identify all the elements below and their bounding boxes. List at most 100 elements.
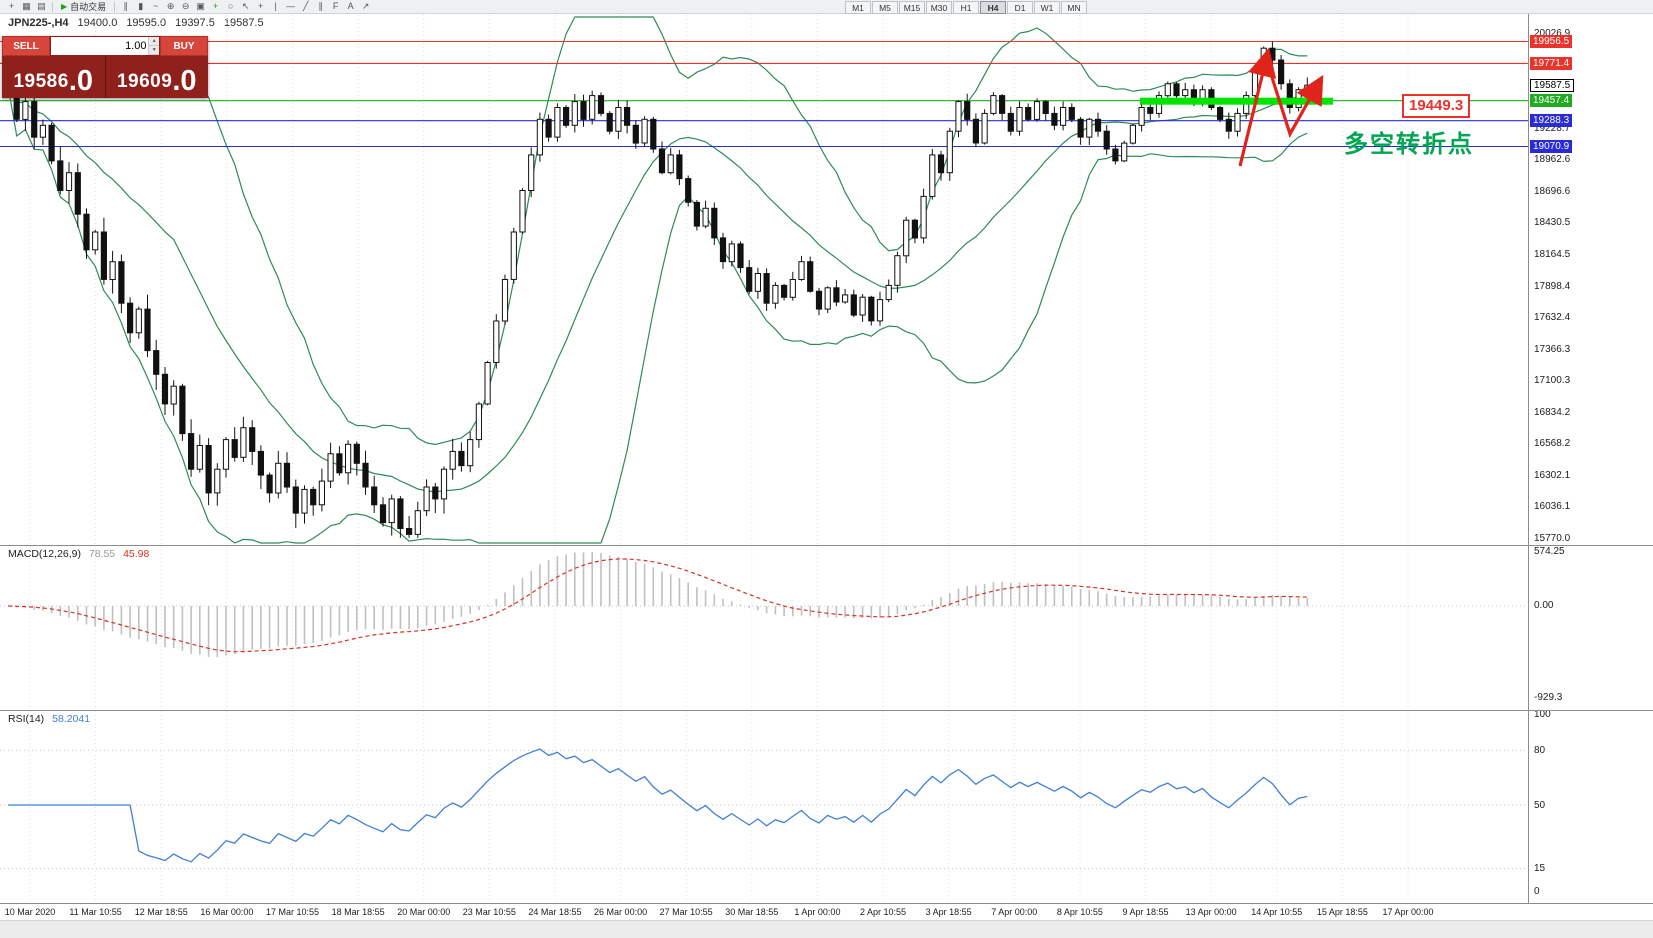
rsi-panel-area[interactable] <box>0 711 1528 903</box>
price-axis-tick: 15770.0 <box>1534 533 1571 544</box>
price-callout-label[interactable]: 19449.3 <box>1402 94 1471 118</box>
date-axis-label: 15 Apr 18:55 <box>1316 907 1368 917</box>
timeframe-button-m5[interactable]: M5 <box>872 1 898 14</box>
text-icon[interactable]: A <box>347 1 354 11</box>
price-line-label-red-line: 19771.4 <box>1530 56 1573 70</box>
macd-axis-tick: 0.00 <box>1534 600 1554 611</box>
price-axis-tick: 20026.9 <box>1534 28 1571 40</box>
new-order-icon[interactable]: + <box>8 1 15 11</box>
rsi-axis-tick: 50 <box>1534 800 1546 811</box>
volume-up-button[interactable]: ▲ <box>149 37 159 46</box>
timeframe-button-group: M1 M5 M15 M30 H1 H4 D1 W1 MN <box>845 1 1087 14</box>
panel-separator[interactable] <box>0 710 1653 711</box>
date-axis[interactable]: 10 Mar 2020 11 Mar 10:55 12 Mar 18:55 16 Ma… <box>0 904 1653 920</box>
tile-windows-icon[interactable]: ▣ <box>196 1 205 11</box>
rsi-value: 58.2041 <box>52 713 91 725</box>
date-axis-label: 30 Mar 18:55 <box>725 907 779 917</box>
rsi-axis-tick: 0 <box>1534 886 1540 897</box>
price-axis-tick: 16834.2 <box>1534 406 1571 418</box>
close-value: 19587.5 <box>223 17 264 29</box>
date-axis-label: 18 Mar 18:55 <box>331 907 385 917</box>
profiles-icon[interactable]: ▤ <box>37 1 46 11</box>
rsi-name: RSI(14) <box>8 713 45 725</box>
date-axis-label: 20 Mar 00:00 <box>397 907 451 917</box>
bar-chart-icon[interactable]: ∥ <box>123 1 128 11</box>
volume-input[interactable] <box>51 37 149 55</box>
bid-frac: .0 <box>68 65 94 98</box>
macd-main-value: 78.55 <box>88 548 116 560</box>
volume-down-button[interactable]: ▼ <box>149 46 159 55</box>
vertical-line-icon[interactable]: | <box>274 1 277 11</box>
date-axis-label: 10 Mar 2020 <box>4 907 56 917</box>
date-axis-label: 7 Apr 00:00 <box>991 907 1038 917</box>
timeframe-button-mn[interactable]: MN <box>1061 1 1087 14</box>
date-axis-label: 2 Apr 10:55 <box>860 907 907 917</box>
timeframe-button-d1[interactable]: D1 <box>1007 1 1033 14</box>
toolbar-separator <box>52 1 53 12</box>
cursor-icon[interactable]: ↖ <box>241 1 250 11</box>
price-chart-area[interactable] <box>0 14 1528 545</box>
date-axis-label: 9 Apr 18:55 <box>1122 907 1169 917</box>
timeframe-button-m1[interactable]: M1 <box>845 1 871 14</box>
main-toolbar: + ▦ ▤ ▶ 自动交易 ∥ ▮ ~ ⊕ ⊖ ▣ + ○ ↖ + | — ╱ ∥ F A ↗ M1 M5 M15 M30 H… <box>0 0 1653 14</box>
buy-button[interactable]: BUY <box>160 36 208 56</box>
price-axis-tick: 16568.2 <box>1534 438 1571 450</box>
low-value: 19397.5 <box>175 17 215 29</box>
horizontal-line-icon[interactable]: — <box>286 1 296 11</box>
panel-separator <box>0 903 1653 904</box>
autotrading-play-icon: ▶ <box>61 2 68 11</box>
ask-int: 19609 <box>116 71 173 92</box>
ask-frac: .0 <box>172 65 197 98</box>
date-axis-label: 27 Mar 10:55 <box>659 907 713 917</box>
turning-point-text[interactable]: 多空转折点 <box>1344 131 1474 158</box>
date-axis-label: 8 Apr 10:55 <box>1056 907 1103 917</box>
price-axis-tick: 16036.1 <box>1534 501 1571 513</box>
price-line-label-blue-line: 19288.3 <box>1530 114 1573 128</box>
chart-window-icon[interactable]: ▦ <box>22 1 31 11</box>
panel-separator[interactable] <box>0 545 1653 546</box>
timeframe-button-m30[interactable]: M30 <box>926 1 952 14</box>
timeframe-button-h4[interactable]: H4 <box>980 1 1006 14</box>
bid-int: 19586 <box>13 71 69 92</box>
price-axis-tick: 17100.3 <box>1534 375 1571 387</box>
zoom-in-icon[interactable]: ⊕ <box>166 1 175 11</box>
timeframe-button-m15[interactable]: M15 <box>899 1 925 14</box>
ask-price-display[interactable]: 19609 .0 <box>106 56 209 98</box>
one-click-trade-panel: SELL ▲ ▼ BUY 19586 .0 19609 .0 <box>2 36 208 98</box>
volume-stepper: ▲ ▼ <box>148 37 159 55</box>
open-value: 19400.0 <box>77 17 118 29</box>
price-axis-tick: 19228.7 <box>1534 122 1571 134</box>
bid-price-display[interactable]: 19586 .0 <box>2 56 105 98</box>
rsi-axis-tick: 15 <box>1534 863 1546 874</box>
price-axis-tick: 18164.5 <box>1534 249 1571 260</box>
trendline-icon[interactable]: ╱ <box>302 1 309 11</box>
date-axis-label: 3 Apr 18:55 <box>925 907 972 917</box>
date-axis-label: 23 Mar 10:55 <box>462 907 516 917</box>
arrows-icon[interactable]: ↗ <box>361 1 370 11</box>
fibonacci-icon[interactable]: F <box>332 1 339 11</box>
toolbar-icon-group: + ▦ ▤ <box>4 1 49 13</box>
rsi-axis-tick: 80 <box>1534 745 1546 756</box>
candlestick-chart-icon[interactable]: ▮ <box>138 1 144 11</box>
date-axis-label: 11 Mar 10:55 <box>69 907 122 917</box>
symbol-period-label: JPN225-,H4 <box>8 17 69 29</box>
price-axis[interactable]: 20026.9 19228.7 18962.6 18696.6 18430.5 18164… <box>1529 14 1653 903</box>
macd-panel-area[interactable] <box>0 546 1528 710</box>
macd-axis-tick: 574.25 <box>1534 546 1565 557</box>
macd-axis-tick: -929.3 <box>1534 692 1563 703</box>
volume-field-wrap: ▲ ▼ <box>51 37 159 55</box>
channel-icon[interactable]: ∥ <box>318 1 323 11</box>
macd-signal-value: 45.98 <box>123 548 150 560</box>
timeframe-button-h1[interactable]: H1 <box>953 1 979 14</box>
autotrading-button[interactable]: ▶ 自动交易 <box>56 0 111 13</box>
line-chart-icon[interactable]: ~ <box>153 1 159 11</box>
add-indicator-icon[interactable]: + <box>213 1 219 11</box>
sell-button[interactable]: SELL <box>2 36 50 56</box>
crosshair-icon[interactable]: + <box>258 1 264 11</box>
price-line-label-red-line: 19956.5 <box>1530 34 1573 48</box>
rsi-axis-tick: 100 <box>1534 709 1551 720</box>
time-icon[interactable]: ○ <box>227 1 234 11</box>
zoom-out-icon[interactable]: ⊖ <box>181 1 190 11</box>
timeframe-button-w1[interactable]: W1 <box>1034 1 1060 14</box>
